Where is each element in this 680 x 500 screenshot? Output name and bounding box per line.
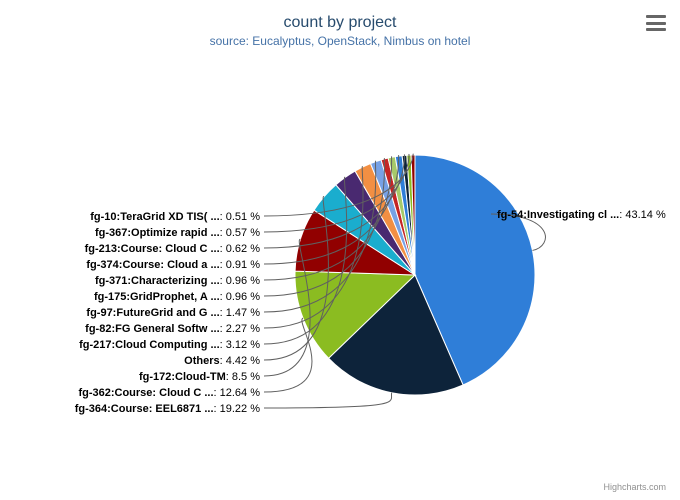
slice-label: fg-10:TeraGrid XD TIS( ...: 0.51 % xyxy=(90,210,260,224)
credits-link[interactable]: Highcharts.com xyxy=(603,482,666,492)
slice-label: fg-364:Course: EEL6871 ...: 19.22 % xyxy=(75,402,260,416)
slice-label: fg-172:Cloud-TM: 8.5 % xyxy=(139,370,260,384)
slice-label: fg-97:FutureGrid and G ...: 1.47 % xyxy=(86,306,260,320)
slice-label: fg-175:GridProphet, A ...: 0.96 % xyxy=(94,290,260,304)
slice-label: fg-217:Cloud Computing ...: 3.12 % xyxy=(79,338,260,352)
slice-label: fg-374:Course: Cloud a ...: 0.91 % xyxy=(86,258,260,272)
slice-label: fg-371:Characterizing ...: 0.96 % xyxy=(95,274,260,288)
chart-container: count by project source: Eucalyptus, Ope… xyxy=(0,0,680,500)
slice-label: fg-362:Course: Cloud C ...: 12.64 % xyxy=(78,386,260,400)
slice-label: fg-82:FG General Softw ...: 2.27 % xyxy=(85,322,260,336)
slice-label: fg-367:Optimize rapid ...: 0.57 % xyxy=(95,226,260,240)
slice-label: fg-54:Investigating cl ...: 43.14 % xyxy=(497,208,666,222)
slice-label: fg-213:Course: Cloud C ...: 0.62 % xyxy=(85,242,260,256)
slice-label: Others: 4.42 % xyxy=(184,354,260,368)
